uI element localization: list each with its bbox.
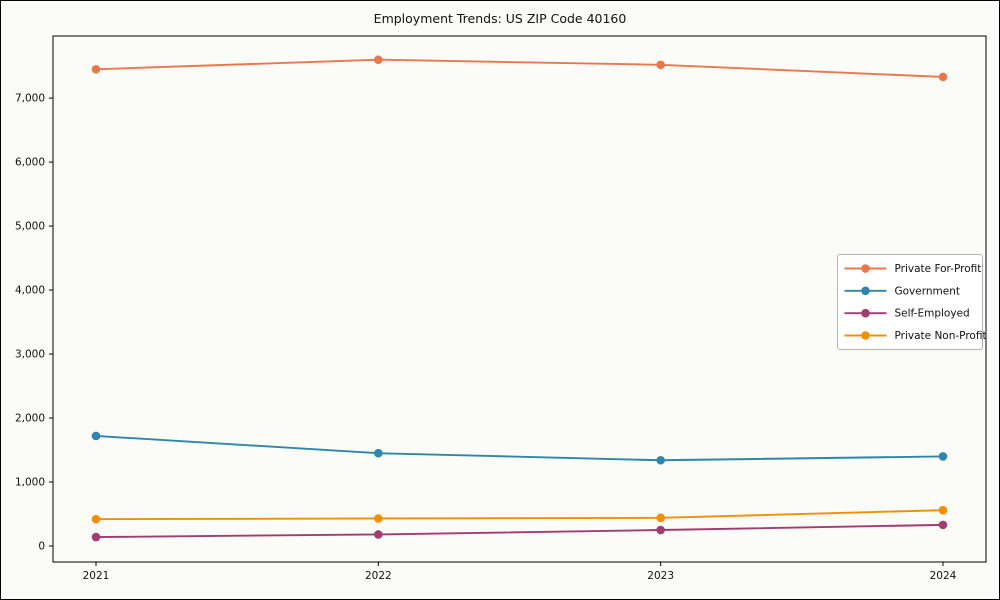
data-point-marker (656, 525, 665, 535)
x-axis-tick-label: 2024 (930, 570, 957, 582)
x-axis-tick-label: 2022 (365, 570, 392, 582)
data-point-marker (91, 532, 101, 542)
legend-label: Self-Employed (895, 308, 970, 320)
data-point-marker (938, 505, 948, 515)
data-point-marker (91, 431, 101, 441)
data-point-marker (656, 60, 665, 70)
x-axis-tick-label: 2021 (83, 570, 110, 582)
chart-title: Employment Trends: US ZIP Code 40160 (373, 11, 627, 26)
data-point-marker (91, 514, 101, 524)
x-axis-tick-label: 2023 (647, 570, 674, 582)
series-line (95, 434, 944, 462)
y-axis-tick-label: 3,000 (15, 349, 45, 361)
y-axis-tick-label: 5,000 (15, 221, 45, 233)
y-axis-tick-label: 7,000 (15, 93, 45, 105)
y-axis-tick-label: 1,000 (15, 477, 45, 489)
legend-label: Private For-Profit (895, 263, 982, 275)
legend-label: Government (895, 285, 960, 297)
legend-label: Private Non-Profit (895, 330, 987, 342)
plot-spines (52, 35, 987, 563)
data-point-marker (374, 448, 383, 458)
data-point-marker (374, 530, 383, 539)
data-point-marker (938, 520, 948, 530)
y-axis-tick-label: 4,000 (15, 285, 45, 297)
series-line (95, 58, 944, 78)
data-point-marker (374, 55, 383, 64)
legend-box (837, 254, 983, 350)
data-point-marker (91, 64, 101, 74)
y-axis-tick-label: 6,000 (15, 157, 45, 169)
data-point-marker (938, 452, 948, 461)
legend-sample-marker (861, 264, 870, 273)
legend-sample-marker (861, 286, 870, 296)
data-point-marker (374, 514, 383, 523)
series-line (95, 509, 944, 521)
series-line (95, 523, 944, 538)
y-axis-tick-label: 2,000 (15, 413, 45, 425)
data-point-marker (656, 455, 665, 465)
legend-sample-marker (861, 308, 870, 318)
data-point-marker (938, 72, 948, 82)
y-axis-tick-label: 0 (38, 541, 45, 553)
data-point-marker (656, 513, 665, 523)
legend-sample-marker (861, 331, 870, 340)
